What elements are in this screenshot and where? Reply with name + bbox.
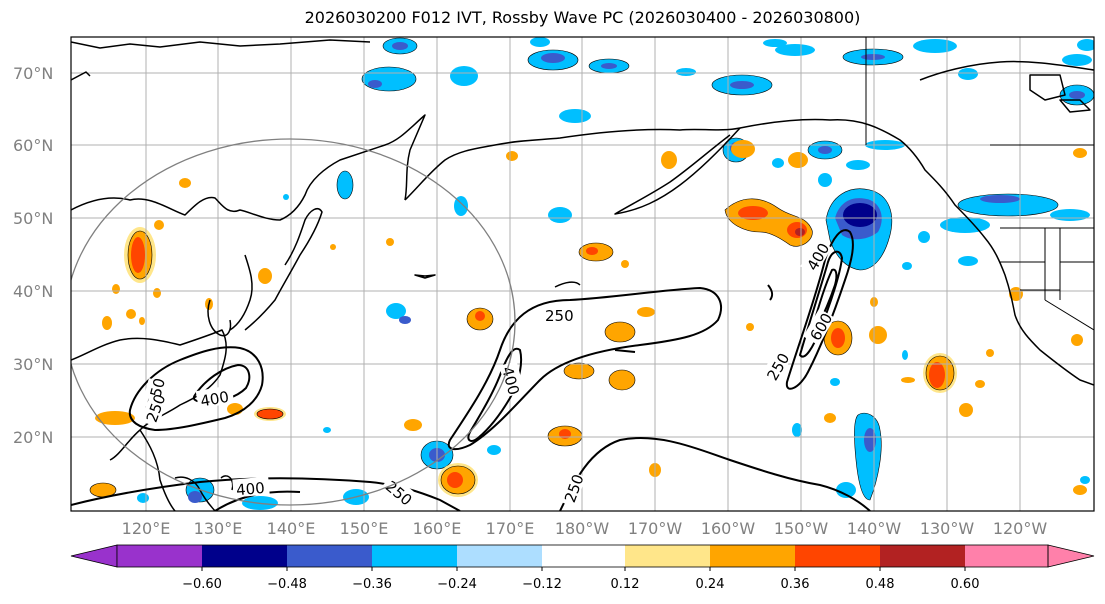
colorbar-segment <box>965 545 1048 567</box>
map-frame <box>70 36 1095 512</box>
positive-patches <box>89 140 1087 498</box>
colorbar-label: −0.60 <box>182 577 222 592</box>
contour-label: 400 <box>199 388 230 411</box>
lon-label: 160°W <box>701 519 756 538</box>
colorbar-segment <box>880 545 965 567</box>
lat-labels: 70°N 60°N 50°N 40°N 30°N 20°N <box>13 64 53 447</box>
colorbar-label: 0.60 <box>951 577 980 592</box>
colorbar-segment <box>542 545 625 567</box>
colorbar-segment <box>457 545 542 567</box>
lon-label: 150°E <box>340 519 389 538</box>
colorbar-segment <box>372 545 457 567</box>
lat-label: 50°N <box>13 209 53 228</box>
lon-label: 130°W <box>920 519 975 538</box>
colorbar-label: 0.36 <box>781 577 810 592</box>
graticule <box>71 37 1094 511</box>
contour-label-group: 250 400 600 250 400 250 250 400 250 400 … <box>140 238 836 509</box>
colorbar-label: 0.12 <box>611 577 640 592</box>
lat-label: 20°N <box>13 428 53 447</box>
lon-label: 130°E <box>194 519 243 538</box>
colorbar-segment <box>202 545 287 567</box>
colorbar: −0.60 −0.48 −0.36 −0.24 −0.12 0.12 0.24 … <box>70 544 1095 592</box>
colorbar-label: −0.48 <box>267 577 307 592</box>
lon-label: 120°E <box>122 519 171 538</box>
contour-label: 400 <box>235 479 265 499</box>
contour-label: 250 <box>545 307 574 325</box>
contour-label: 400 <box>498 365 523 397</box>
colorbar-segment <box>710 545 795 567</box>
colorbar-segment <box>795 545 880 567</box>
colorbar-label: −0.12 <box>522 577 562 592</box>
lon-label: 170°W <box>628 519 683 538</box>
borders <box>865 37 1094 331</box>
lat-label: 40°N <box>13 282 53 301</box>
colorbar-segment <box>117 545 202 567</box>
lon-label: 120°W <box>993 519 1048 538</box>
lon-label: 170°E <box>486 519 535 538</box>
range-circle <box>71 138 516 506</box>
lon-label: 150°W <box>774 519 829 538</box>
colorbar-segment <box>625 545 710 567</box>
lon-label: 180°W <box>555 519 610 538</box>
colorbar-label: 0.48 <box>866 577 895 592</box>
lon-labels: 120°E 130°E 140°E 150°E 160°E 170°E 180°… <box>122 519 1048 538</box>
lat-label: 70°N <box>13 64 53 83</box>
lon-label: 140°E <box>267 519 316 538</box>
colorbar-label: −0.36 <box>352 577 392 592</box>
colorbar-segment <box>287 545 372 567</box>
lon-label: 160°E <box>413 519 462 538</box>
lat-label: 60°N <box>13 136 53 155</box>
colorbar-label: 0.24 <box>696 577 725 592</box>
contour-label: 250 <box>561 472 588 505</box>
anomaly-shading <box>89 37 1094 510</box>
negative-patches <box>137 37 1094 510</box>
colorbar-extend-max <box>1047 544 1095 568</box>
lat-label: 30°N <box>13 355 53 374</box>
coastlines <box>71 39 1094 511</box>
colorbar-label: −0.24 <box>437 577 477 592</box>
map-title: 2026030200 F012 IVT, Rossby Wave PC (202… <box>304 8 861 27</box>
colorbar-extend-min <box>70 544 118 568</box>
lon-label: 140°W <box>847 519 902 538</box>
